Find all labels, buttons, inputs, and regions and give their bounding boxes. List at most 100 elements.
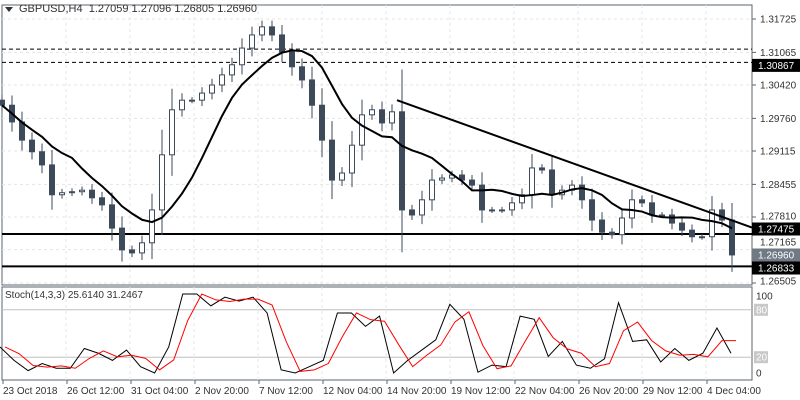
candle-body bbox=[329, 139, 335, 181]
price-tick-label: 1.27165 bbox=[760, 238, 797, 249]
candle-body bbox=[149, 209, 155, 244]
candle-body bbox=[249, 34, 255, 49]
candle-body bbox=[129, 249, 135, 254]
price-label-box bbox=[752, 58, 800, 72]
candle-body bbox=[349, 144, 355, 174]
candle-body bbox=[399, 111, 405, 211]
candle-body bbox=[259, 26, 265, 36]
trendline bbox=[396, 99, 753, 229]
dropdown-triangle-icon[interactable] bbox=[5, 6, 13, 12]
price-tick-label: 1.28455 bbox=[760, 180, 797, 191]
price-label: 1.26833 bbox=[758, 264, 795, 275]
candle-body bbox=[539, 167, 545, 171]
candle-body bbox=[69, 191, 75, 194]
candle-body bbox=[119, 227, 125, 251]
price-label: 1.30867 bbox=[758, 61, 795, 72]
stoch-tick-label: 80 bbox=[756, 305, 768, 316]
candle-body bbox=[0, 99, 5, 106]
time-tick-label: 19 Nov 12:00 bbox=[451, 386, 511, 397]
candle-body bbox=[219, 74, 225, 86]
candle-body bbox=[309, 79, 315, 106]
candle-body bbox=[169, 109, 175, 156]
candle-body bbox=[159, 154, 165, 211]
candle-body bbox=[659, 214, 665, 217]
time-tick-label: 23 Oct 2018 bbox=[3, 386, 58, 397]
candle-body bbox=[229, 64, 235, 76]
candle-body bbox=[239, 47, 245, 66]
candle-body bbox=[679, 222, 685, 231]
candle-body bbox=[29, 139, 35, 153]
candle-body bbox=[199, 92, 205, 101]
price-label: 1.26960 bbox=[758, 251, 795, 262]
chart-header: GBPUSD,H4 1.27059 1.27096 1.26805 1.2696… bbox=[5, 3, 257, 15]
candle-body bbox=[99, 197, 105, 206]
price-tick-label: 1.31725 bbox=[760, 15, 797, 26]
candle-body bbox=[79, 189, 85, 193]
price-tick-label: 1.31065 bbox=[760, 48, 797, 59]
price-tick-label: 1.30420 bbox=[760, 81, 797, 92]
candle-body bbox=[529, 167, 535, 196]
candle-body bbox=[469, 179, 475, 186]
candle-body bbox=[409, 209, 415, 216]
time-tick-label: 12 Nov 04:00 bbox=[323, 386, 383, 397]
price-tick-label: 1.29115 bbox=[760, 147, 796, 158]
candle-body bbox=[609, 231, 615, 236]
candle-body bbox=[59, 192, 65, 196]
time-tick-label: 31 Oct 04:00 bbox=[131, 386, 189, 397]
price-tick-label: 1.29760 bbox=[760, 114, 797, 125]
stoch-tick-label: 20 bbox=[756, 353, 768, 364]
level-label-box bbox=[754, 303, 768, 316]
candle-body bbox=[579, 184, 585, 201]
candle-body bbox=[89, 189, 95, 199]
price-tick-label: 1.27810 bbox=[760, 212, 797, 223]
time-tick-label: 26 Nov 20:00 bbox=[579, 386, 639, 397]
candle-body bbox=[339, 172, 345, 181]
stochastic-panel bbox=[1, 286, 753, 381]
candle-body bbox=[599, 219, 605, 233]
candle-body bbox=[49, 164, 55, 196]
candle-body bbox=[699, 236, 705, 239]
candle-body bbox=[709, 209, 715, 238]
candle-body bbox=[519, 194, 525, 204]
candle-body bbox=[429, 179, 435, 201]
symbol-timeframe: GBPUSD,H4 bbox=[19, 3, 83, 15]
candle-body bbox=[179, 99, 185, 111]
time-tick-label: 29 Nov 12:00 bbox=[643, 386, 703, 397]
candle-body bbox=[509, 202, 515, 211]
time-tick-label: 22 Nov 04:00 bbox=[515, 386, 575, 397]
time-tick-label: 7 Nov 12:00 bbox=[259, 386, 313, 397]
stoch-tick-label: 100 bbox=[756, 292, 773, 303]
price-label: 1.27475 bbox=[758, 225, 795, 236]
candle-body bbox=[189, 99, 195, 102]
candle-body bbox=[669, 214, 675, 224]
level-label-box bbox=[754, 351, 768, 364]
candle-body bbox=[39, 151, 45, 166]
moving-average-line bbox=[1, 49, 733, 230]
candle-body bbox=[649, 202, 655, 216]
candle-body bbox=[279, 34, 285, 53]
candle-body bbox=[619, 217, 625, 236]
candle-body bbox=[729, 219, 735, 256]
candle-body bbox=[589, 199, 595, 221]
stochastic-label: Stoch(14,3,3) 25.6140 31.2467 bbox=[5, 290, 143, 301]
ohlc-open: 1.27059 bbox=[88, 3, 129, 15]
time-tick-label: 4 Dec 04:00 bbox=[707, 386, 761, 397]
stochastic-k-line bbox=[0, 293, 732, 374]
candle-body bbox=[269, 26, 275, 36]
candle-body bbox=[499, 209, 505, 212]
candle-body bbox=[389, 111, 395, 124]
time-tick-label: 2 Nov 20:00 bbox=[195, 386, 249, 397]
time-tick-label: 14 Nov 20:00 bbox=[387, 386, 447, 397]
ohlc-close: 1.26960 bbox=[217, 3, 257, 15]
candle-body bbox=[479, 184, 485, 211]
price-label-box bbox=[752, 222, 800, 236]
ohlc-low: 1.26805 bbox=[174, 3, 215, 15]
candle-body bbox=[639, 199, 645, 204]
time-tick-label: 26 Oct 12:00 bbox=[67, 386, 125, 397]
candle-body bbox=[319, 104, 325, 141]
candle-body bbox=[489, 209, 495, 212]
candle-body bbox=[359, 114, 365, 146]
candle-body bbox=[549, 169, 555, 196]
candle-body bbox=[139, 242, 145, 254]
